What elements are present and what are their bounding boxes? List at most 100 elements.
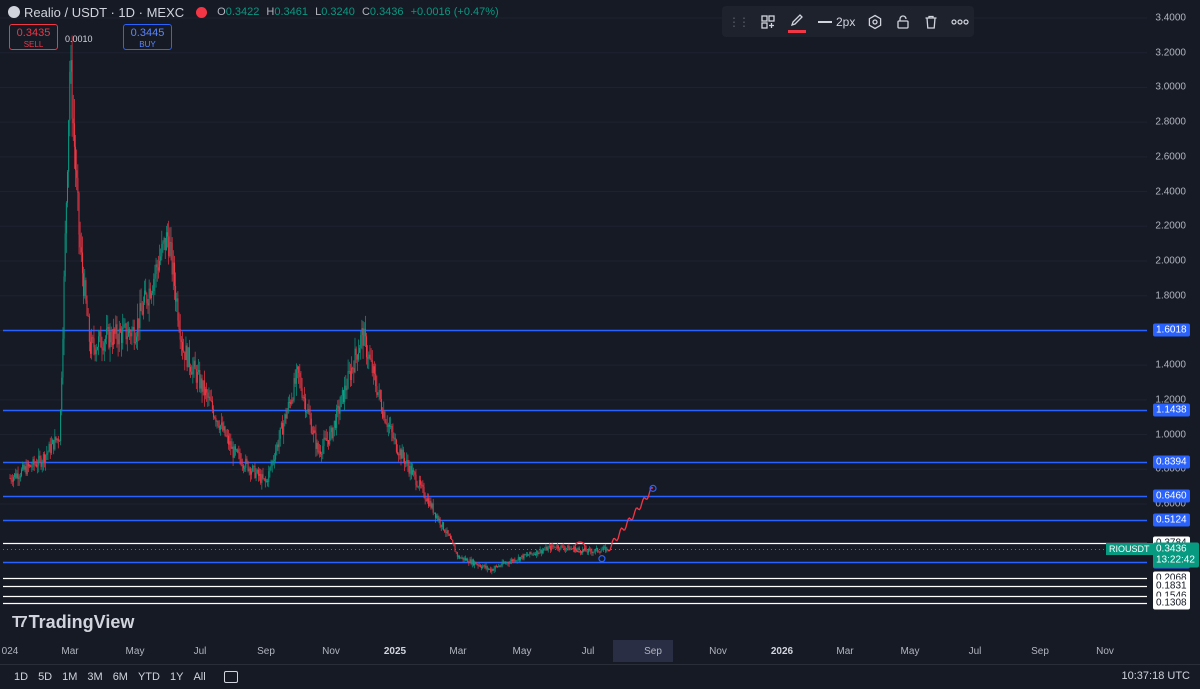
candle-body [239,452,241,459]
candle-body [141,310,143,315]
candle-body [432,503,434,513]
candle-body [550,546,551,550]
candle-body [280,422,282,428]
drag-handle-icon[interactable]: ⋮⋮ [728,14,750,29]
candle-body [470,559,472,565]
candle-body [24,466,26,470]
timeframe-button[interactable]: 1Y [169,671,184,683]
more-icon[interactable] [951,10,969,34]
candle-body [108,326,110,348]
candle-body [332,427,334,439]
sell-button[interactable]: 0.3435 SELL [9,24,58,50]
candle-body [308,409,310,414]
candle-body [214,417,216,419]
candle-body [378,390,380,393]
candle-body [370,358,372,361]
candle-body [230,441,232,449]
candle-body [600,550,602,553]
candle-body [377,392,379,395]
calendar-icon[interactable] [223,671,238,683]
candle-body [420,480,422,485]
candle-body [448,534,450,536]
candle-body [541,550,543,554]
candle-body [72,118,74,124]
symbol-title[interactable]: Realio / USDT · 1D · MEXC [24,4,185,20]
candle-body [46,453,48,456]
candle-body [391,426,393,433]
candle-body [215,417,217,422]
candle-body [558,545,560,549]
candle-body [369,354,371,359]
candle-body [53,439,55,450]
candle-body [125,323,127,340]
timeframe-button[interactable]: 1D [14,671,29,683]
candle-body [236,449,238,451]
candle-body [99,331,101,337]
timeframe-button[interactable]: 6M [112,671,128,683]
candle-body [293,378,295,401]
candle-body [180,339,182,342]
timeframe-button[interactable]: YTD [137,671,160,683]
candle-body [421,484,423,486]
candle-body [260,473,262,483]
templates-icon[interactable] [760,10,776,34]
settings-icon[interactable] [867,10,883,34]
candle-body [205,389,206,396]
candle-body [226,435,228,437]
tradingview-logo[interactable]: T7 TradingView [12,612,135,632]
candle-body [253,465,255,467]
candle-body [256,469,258,473]
timeframe-button[interactable]: 5D [38,671,53,683]
time-axis[interactable]: 024 Mar May Jul Sep Nov 2025 Mar May Jul Sep Nov 202… [0,640,1147,662]
candle-body [401,449,403,459]
candle-body [486,566,488,570]
candle-body [579,550,581,553]
candle-body [310,418,312,434]
candle-body [32,459,34,467]
candle-body [64,233,66,277]
candle-body [504,562,505,564]
candle-body [354,348,356,373]
candle-body [68,120,70,172]
candle-body [119,328,121,332]
buy-button[interactable]: 0.3445 BUY [123,24,172,50]
time-tick-label: Jul [193,646,207,657]
time-tick-label: Sep [257,646,275,657]
candle-body [69,71,71,121]
candle-body [295,369,297,384]
candle-body [375,373,377,387]
candle-body [294,378,296,384]
price-level-label: 0.6460 [1153,489,1190,503]
candle-body [402,449,404,458]
candle-body [160,256,162,261]
pencil-icon[interactable] [788,10,806,33]
lock-icon[interactable] [895,10,911,34]
candle-body [42,454,44,463]
timeframe-button[interactable]: 1M [62,671,78,683]
candle-body [210,400,212,402]
utc-clock[interactable]: 10:37:18 UTC [1121,670,1190,682]
candle-body [255,472,257,478]
candle-body [352,367,354,369]
candle-body [416,485,418,487]
candle-body [569,548,571,551]
candle-body [148,288,150,306]
candle-body [100,331,102,348]
spread-value: 0.0010 [65,34,93,44]
candle-body [10,478,12,481]
candle-body [26,463,28,475]
candle-body [107,326,109,329]
candle-body [170,242,172,244]
candle-body [437,515,439,520]
candle-body [276,444,278,452]
price-chart[interactable] [0,0,1147,640]
timeframe-button[interactable]: 3M [87,671,103,683]
candle-body [567,545,569,549]
timeframe-button[interactable]: All [193,671,206,683]
candle-body [34,464,36,466]
candle-body [54,436,56,450]
line-width-selector[interactable]: 2px [818,10,855,34]
trash-icon[interactable] [923,10,939,34]
price-axis[interactable]: 3.4000 3.2000 3.0000 2.8000 2.6000 2.4000 2.20… [1147,0,1200,640]
candle-body [462,557,464,560]
